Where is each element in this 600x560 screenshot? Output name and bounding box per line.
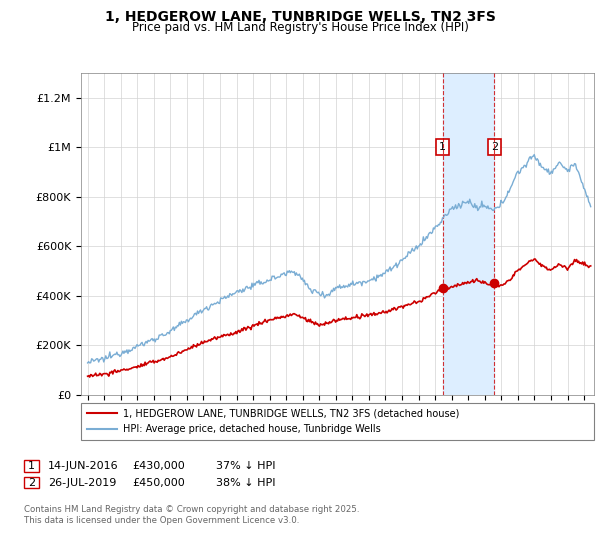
Bar [443, 73, 494, 395]
Text: HPI: Average price, detached house, Tunbridge Wells: HPI: Average price, detached house, Tunb… [123, 424, 381, 435]
Text: 2: 2 [491, 142, 498, 152]
Text: £450,000: £450,000 [132, 478, 185, 488]
Text: 37% ↓ HPI: 37% ↓ HPI [216, 461, 275, 471]
Text: Contains HM Land Registry data © Crown copyright and database right 2025.
This d: Contains HM Land Registry data © Crown c… [24, 505, 359, 525]
Text: 2: 2 [28, 478, 35, 488]
Text: 1, HEDGEROW LANE, TUNBRIDGE WELLS, TN2 3FS (detached house): 1, HEDGEROW LANE, TUNBRIDGE WELLS, TN2 3… [123, 408, 460, 418]
Text: 38% ↓ HPI: 38% ↓ HPI [216, 478, 275, 488]
Text: 1: 1 [439, 142, 446, 152]
Text: 1, HEDGEROW LANE, TUNBRIDGE WELLS, TN2 3FS: 1, HEDGEROW LANE, TUNBRIDGE WELLS, TN2 3… [104, 10, 496, 24]
Text: 1: 1 [28, 461, 35, 471]
Text: 26-JUL-2019: 26-JUL-2019 [48, 478, 116, 488]
Text: £430,000: £430,000 [132, 461, 185, 471]
Text: Price paid vs. HM Land Registry's House Price Index (HPI): Price paid vs. HM Land Registry's House … [131, 21, 469, 34]
Text: 14-JUN-2016: 14-JUN-2016 [48, 461, 119, 471]
